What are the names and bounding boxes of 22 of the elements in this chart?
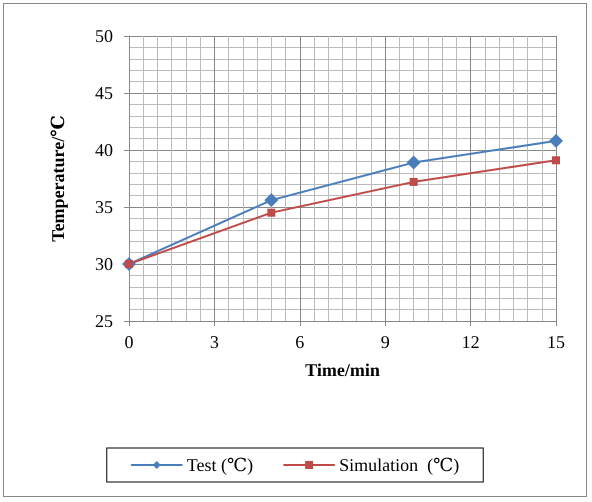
- x-tick-label: 3: [210, 332, 219, 352]
- point: [406, 156, 421, 170]
- y-tick-label: 25: [95, 311, 113, 331]
- x-tick-label: 15: [547, 332, 565, 352]
- x-tick-label: 6: [295, 332, 304, 352]
- x-tick-label: 0: [124, 332, 134, 352]
- point: [549, 134, 563, 148]
- y-axis-title: Temperature/℃: [48, 115, 68, 242]
- point: [552, 156, 560, 164]
- y-tick-label: 50: [95, 26, 113, 46]
- point: [264, 193, 278, 208]
- point: [267, 208, 276, 217]
- x-axis-title: Time/min: [305, 360, 380, 380]
- y-tick-label: 40: [95, 140, 113, 160]
- y-tick-label: 45: [95, 83, 113, 103]
- y-tick-label: 35: [95, 197, 113, 217]
- y-tick-label: 30: [95, 254, 113, 274]
- x-tick-label: 9: [380, 332, 390, 352]
- point: [410, 178, 418, 186]
- legend-label: Simulation (℃): [339, 455, 460, 475]
- legend-label: Test (℃): [186, 455, 254, 475]
- x-tick-label: 12: [462, 332, 480, 352]
